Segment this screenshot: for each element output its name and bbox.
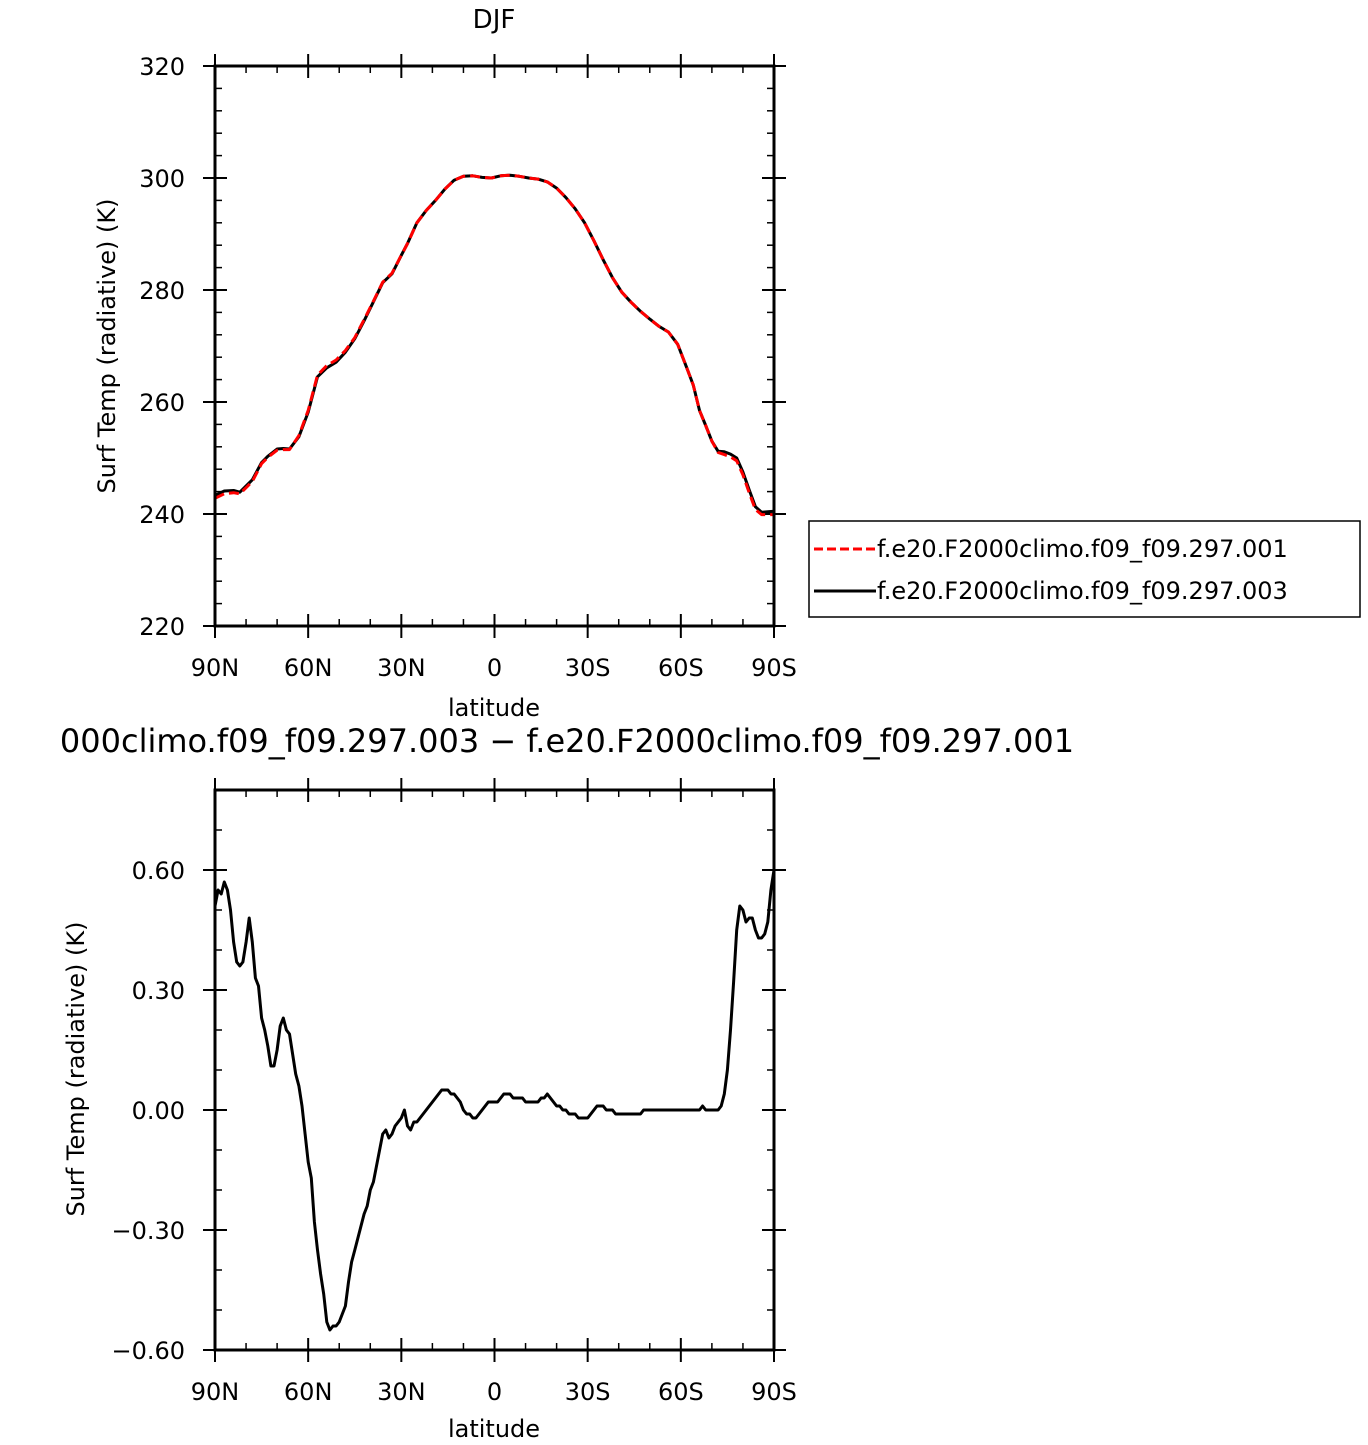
legend-box	[808, 520, 1361, 618]
bottom-x-tick-label: 30S	[565, 1378, 611, 1406]
bottom-axes: 90N 60N 30N 0 30S 60S 90S −0.60 −0.30 0.00 0.30 0.6…	[111, 778, 797, 1406]
bottom-x-tick-label: 0	[487, 1378, 502, 1406]
top-x-tick-label: 30N	[377, 654, 426, 682]
top-y-axis-label: Surf Temp (radiative) (K)	[93, 198, 121, 493]
top-x-tick-label: 60N	[284, 654, 333, 682]
top-x-tick-label: 90N	[191, 654, 240, 682]
top-y-tick-label: 240	[139, 501, 185, 529]
top-plot-area	[214, 173, 775, 517]
legend-label-003: f.e20.F2000climo.f09_f09.297.003	[877, 577, 1288, 605]
bottom-chart-title: 000climo.f09_f09.297.003 − f.e20.F2000cl…	[60, 722, 1074, 760]
top-axes: 90N 60N 30N 0 30S 60S 90S 220 240 260 280 300 320	[139, 53, 797, 682]
bottom-y-tick-label: 0.30	[132, 977, 185, 1005]
top-y-tick-label: 220	[139, 613, 185, 641]
top-x-tick-label: 60S	[658, 654, 704, 682]
top-y-tick-label: 300	[139, 165, 185, 193]
bottom-y-tick-label: 0.00	[132, 1097, 185, 1125]
top-x-tick-label: 30S	[565, 654, 611, 682]
top-x-tick-label: 90S	[751, 654, 797, 682]
top-plot-frame	[213, 64, 776, 628]
top-x-axis-label: latitude	[448, 694, 540, 722]
top-series-line-001	[214, 173, 774, 517]
bottom-x-tick-label: 30N	[377, 1378, 426, 1406]
bottom-y-tick-label: −0.60	[111, 1337, 185, 1365]
bottom-series-line	[213, 869, 776, 1332]
top-chart-title: DJF	[473, 5, 516, 35]
top-series-line-003	[214, 173, 775, 514]
legend-label-001: f.e20.F2000climo.f09_f09.297.001	[877, 535, 1288, 563]
bottom-y-tick-label: 0.60	[132, 857, 185, 885]
top-panel: DJF Surf Temp (radiative) (K) latitude 9…	[93, 5, 797, 722]
bottom-x-tick-label: 60S	[658, 1378, 704, 1406]
bottom-y-tick-label: −0.30	[111, 1217, 185, 1245]
top-y-tick-label: 280	[139, 277, 185, 305]
bottom-plot-frame	[213, 788, 776, 1352]
top-y-tick-label: 260	[139, 389, 185, 417]
bottom-y-axis-label: Surf Temp (radiative) (K)	[62, 921, 90, 1216]
bottom-x-tick-label: 90N	[191, 1378, 240, 1406]
bottom-x-tick-label: 60N	[284, 1378, 333, 1406]
bottom-x-axis-label: latitude	[448, 1415, 540, 1443]
bottom-panel: 000climo.f09_f09.297.003 − f.e20.F2000cl…	[60, 722, 1074, 1443]
top-x-tick-label: 0	[487, 654, 502, 682]
bottom-plot-area	[213, 869, 776, 1332]
bottom-x-tick-label: 90S	[751, 1378, 797, 1406]
legend: f.e20.F2000climo.f09_f09.297.001 f.e20.F…	[808, 520, 1361, 618]
top-y-tick-label: 320	[139, 53, 185, 81]
